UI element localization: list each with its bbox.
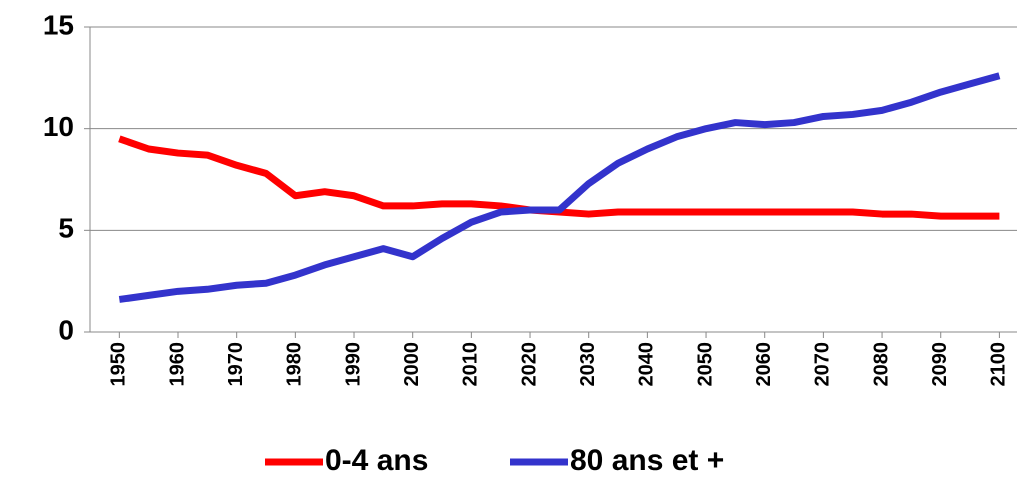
x-tick-label: 2020 xyxy=(518,342,540,387)
x-tick-label: 2010 xyxy=(460,342,482,387)
x-tick-label: 1960 xyxy=(166,342,188,387)
x-tick-label: 2040 xyxy=(636,342,658,387)
y-tick-label: 5 xyxy=(58,213,74,244)
x-tick-label: 2000 xyxy=(401,342,423,387)
x-tick-label: 2070 xyxy=(812,342,834,387)
x-tick-label: 1990 xyxy=(342,342,364,387)
x-tick-label: 1970 xyxy=(225,342,247,387)
y-tick-label: 0 xyxy=(58,314,74,345)
x-tick-label: 2090 xyxy=(929,342,951,387)
legend-label: 80 ans et + xyxy=(570,444,724,477)
x-tick-label: 2050 xyxy=(694,342,716,387)
x-tick-label: 1980 xyxy=(284,342,306,387)
x-tick-label: 2080 xyxy=(870,342,892,387)
x-tick-label: 2100 xyxy=(988,342,1010,387)
y-tick-label: 15 xyxy=(43,9,74,40)
legend-label: 0-4 ans xyxy=(325,444,428,477)
x-tick-label: 2060 xyxy=(753,342,775,387)
x-tick-label: 1950 xyxy=(108,342,130,387)
series-line xyxy=(118,72,1001,303)
x-tick-label: 2030 xyxy=(577,342,599,387)
series-line xyxy=(118,135,1000,220)
y-tick-label: 10 xyxy=(43,111,74,142)
